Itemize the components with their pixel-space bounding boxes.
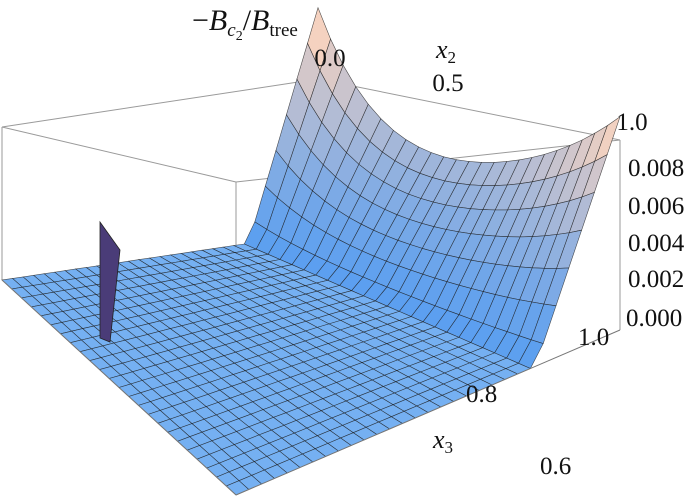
z-tick-0: 0.000 [626,305,682,332]
x2-tick-0: 0.0 [314,45,345,72]
x3-tick-2: 1.0 [578,324,609,351]
x2-tick-1: 0.5 [432,70,463,97]
surface-mesh [1,6,621,496]
x3-tick-1: 0.8 [466,381,497,408]
x3-axis-label: x3 [432,425,453,457]
z-tick-1: 0.002 [628,266,684,293]
z-tick-2: 0.004 [628,230,685,257]
x3-tick-0: 0.6 [540,453,571,480]
front-box-edges [1,279,621,496]
x2-tick-2: 1.0 [616,109,647,136]
chart-title: −Bc2/Btree [192,4,298,44]
z-tick-3: 0.006 [628,193,684,220]
z-tick-4: 0.008 [628,155,684,182]
edge-flap [99,220,121,343]
x2-axis-label: x2 [435,35,456,67]
